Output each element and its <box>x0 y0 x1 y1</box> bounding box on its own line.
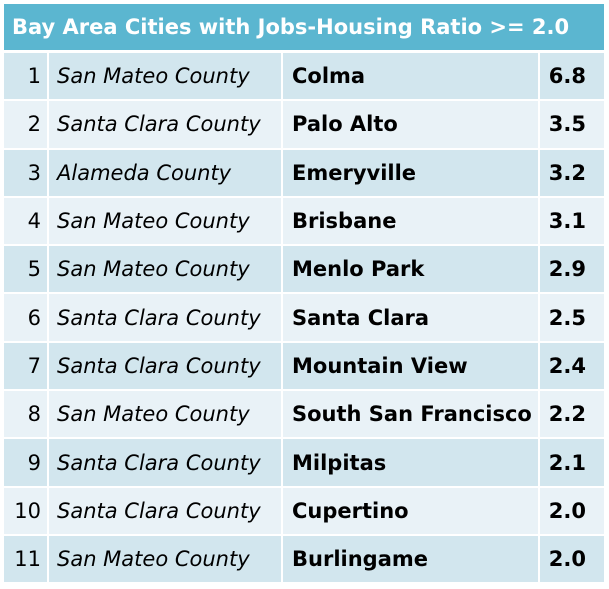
table-row: 3 Alameda County Emeryville 3.2 <box>4 149 604 198</box>
rank-cell: 4 <box>4 197 49 245</box>
ratio-cell: 3.2 <box>548 160 586 185</box>
city-cell: Brisbane <box>283 197 540 245</box>
table-row: 4 San Mateo County Brisbane 3.1 <box>4 197 604 247</box>
table-row: 2 Santa Clara County Palo Alto 3.5 <box>4 101 604 150</box>
rank-cell: 6 <box>4 294 49 341</box>
county-cell: Santa Clara County <box>49 487 283 534</box>
ratio-cell: 3.5 <box>548 112 586 137</box>
city-cell: Menlo Park <box>283 246 540 293</box>
table-row: 9 Santa Clara County Milpitas 2.1 <box>4 439 604 488</box>
rank-cell: 9 <box>4 439 49 486</box>
county-cell: San Mateo County <box>49 535 283 583</box>
rank-cell: 11 <box>4 535 49 583</box>
county-cell: San Mateo County <box>49 197 283 245</box>
rank-cell: 10 <box>4 487 49 534</box>
table-title: Bay Area Cities with Jobs-Housing Ratio … <box>4 4 604 50</box>
county-cell: Alameda County <box>49 149 283 196</box>
jobs-housing-table: Bay Area Cities with Jobs-Housing Ratio … <box>4 4 604 585</box>
city-cell: Mountain View <box>283 342 540 390</box>
rank-cell: 8 <box>4 391 49 438</box>
city-cell: Cupertino <box>283 487 540 534</box>
city-cell: Emeryville <box>283 149 540 196</box>
rank-cell: 7 <box>4 342 49 390</box>
city-cell: Santa Clara <box>283 294 540 341</box>
ratio-cell: 3.1 <box>548 209 586 234</box>
county-cell: San Mateo County <box>49 246 283 293</box>
city-cell: Colma <box>283 53 540 100</box>
table-row: 5 San Mateo County Menlo Park 2.9 <box>4 246 604 295</box>
table-row: 8 San Mateo County South San Francisco 2.2 <box>4 391 604 440</box>
county-cell: Santa Clara County <box>49 294 283 341</box>
table-row: 1 San Mateo County Colma 6.8 <box>4 53 604 102</box>
rank-cell: 2 <box>4 101 49 148</box>
table-row: 6 Santa Clara County Santa Clara 2.5 <box>4 294 604 343</box>
ratio-cell: 2.1 <box>548 450 586 475</box>
ratio-cell: 6.8 <box>548 64 586 89</box>
city-cell: Palo Alto <box>283 101 540 148</box>
table-row: 10 Santa Clara County Cupertino 2.0 <box>4 487 604 536</box>
county-cell: San Mateo County <box>49 391 283 438</box>
table-row: 7 Santa Clara County Mountain View 2.4 <box>4 342 604 392</box>
rank-cell: 1 <box>4 53 49 100</box>
county-cell: San Mateo County <box>49 53 283 100</box>
ratio-cell: 2.0 <box>548 547 586 572</box>
ratio-cell: 2.2 <box>548 402 586 427</box>
ratio-cell: 2.0 <box>548 498 586 523</box>
ratio-cell: 2.9 <box>548 257 586 282</box>
city-cell: Burlingame <box>283 535 540 583</box>
city-cell: South San Francisco <box>283 391 540 438</box>
county-cell: Santa Clara County <box>49 101 283 148</box>
ratio-cell: 2.5 <box>548 305 586 330</box>
county-cell: Santa Clara County <box>49 439 283 486</box>
rank-cell: 3 <box>4 149 49 196</box>
ratio-cell: 2.4 <box>548 353 586 378</box>
county-cell: Santa Clara County <box>49 342 283 390</box>
city-cell: Milpitas <box>283 439 540 486</box>
table-row: 11 San Mateo County Burlingame 2.0 <box>4 535 604 585</box>
rank-cell: 5 <box>4 246 49 293</box>
table-body: 1 San Mateo County Colma 6.8 2 Santa Clara Co… <box>4 53 604 585</box>
